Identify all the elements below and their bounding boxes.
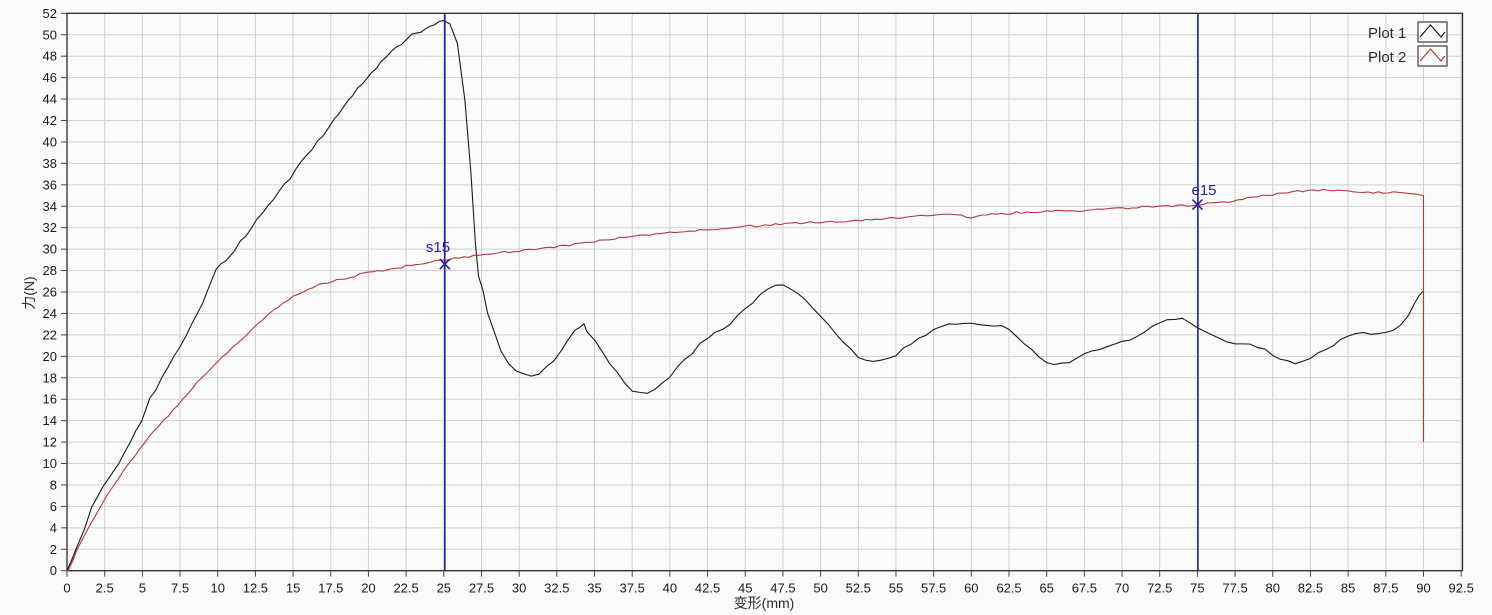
svg-text:4: 4 — [50, 520, 57, 535]
svg-text:45: 45 — [738, 581, 752, 596]
svg-text:10: 10 — [43, 456, 57, 471]
svg-text:36: 36 — [43, 177, 57, 192]
svg-text:82.5: 82.5 — [1298, 581, 1323, 596]
svg-text:22.5: 22.5 — [393, 581, 418, 596]
svg-text:50: 50 — [43, 27, 57, 42]
svg-text:Plot 2: Plot 2 — [1368, 49, 1406, 66]
svg-text:40: 40 — [663, 581, 677, 596]
svg-text:17.5: 17.5 — [318, 581, 343, 596]
svg-text:15: 15 — [286, 581, 300, 596]
svg-text:52.5: 52.5 — [846, 581, 871, 596]
svg-text:16: 16 — [43, 392, 57, 407]
svg-text:2.5: 2.5 — [96, 581, 114, 596]
svg-text:46: 46 — [43, 70, 57, 85]
svg-text:12: 12 — [43, 435, 57, 450]
svg-text:30: 30 — [43, 242, 57, 257]
svg-text:s15: s15 — [426, 239, 450, 256]
svg-text:e15: e15 — [1191, 182, 1216, 199]
svg-text:34: 34 — [43, 199, 57, 214]
svg-text:57.5: 57.5 — [921, 581, 946, 596]
svg-text:75: 75 — [1190, 581, 1204, 596]
svg-text:力(N): 力(N) — [21, 276, 37, 309]
svg-text:87.5: 87.5 — [1373, 581, 1398, 596]
svg-text:90: 90 — [1416, 581, 1430, 596]
svg-text:60: 60 — [964, 581, 978, 596]
svg-text:70: 70 — [1115, 581, 1129, 596]
svg-text:42.5: 42.5 — [695, 581, 720, 596]
svg-text:40: 40 — [43, 134, 57, 149]
svg-text:25: 25 — [437, 581, 451, 596]
svg-text:30: 30 — [512, 581, 526, 596]
svg-text:80: 80 — [1266, 581, 1280, 596]
svg-text:52: 52 — [43, 6, 57, 21]
svg-text:26: 26 — [43, 285, 57, 300]
svg-text:37.5: 37.5 — [620, 581, 645, 596]
svg-text:Plot 1: Plot 1 — [1368, 25, 1406, 42]
svg-text:35: 35 — [587, 581, 601, 596]
svg-text:20: 20 — [43, 349, 57, 364]
svg-text:92.5: 92.5 — [1449, 581, 1474, 596]
svg-text:6: 6 — [50, 499, 57, 514]
svg-text:32.5: 32.5 — [544, 581, 569, 596]
svg-text:14: 14 — [43, 413, 57, 428]
svg-text:24: 24 — [43, 306, 57, 321]
svg-text:42: 42 — [43, 113, 57, 128]
svg-text:18: 18 — [43, 370, 57, 385]
svg-text:44: 44 — [43, 92, 57, 107]
svg-text:72.5: 72.5 — [1147, 581, 1172, 596]
svg-text:2: 2 — [50, 542, 57, 557]
svg-text:22: 22 — [43, 327, 57, 342]
svg-text:67.5: 67.5 — [1072, 581, 1097, 596]
svg-text:28: 28 — [43, 263, 57, 278]
svg-text:50: 50 — [813, 581, 827, 596]
svg-text:12.5: 12.5 — [243, 581, 268, 596]
svg-text:27.5: 27.5 — [469, 581, 494, 596]
svg-text:10: 10 — [210, 581, 224, 596]
svg-text:48: 48 — [43, 49, 57, 64]
svg-text:20: 20 — [361, 581, 375, 596]
svg-text:47.5: 47.5 — [770, 581, 795, 596]
svg-text:38: 38 — [43, 156, 57, 171]
svg-text:0: 0 — [50, 563, 57, 578]
svg-text:32: 32 — [43, 220, 57, 235]
svg-text:变形(mm): 变形(mm) — [734, 595, 795, 611]
svg-text:0: 0 — [63, 581, 70, 596]
svg-text:77.5: 77.5 — [1222, 581, 1247, 596]
svg-text:85: 85 — [1341, 581, 1355, 596]
svg-text:5: 5 — [139, 581, 146, 596]
svg-text:8: 8 — [50, 477, 57, 492]
svg-text:62.5: 62.5 — [996, 581, 1021, 596]
svg-text:65: 65 — [1039, 581, 1053, 596]
svg-text:55: 55 — [889, 581, 903, 596]
svg-text:7.5: 7.5 — [171, 581, 189, 596]
